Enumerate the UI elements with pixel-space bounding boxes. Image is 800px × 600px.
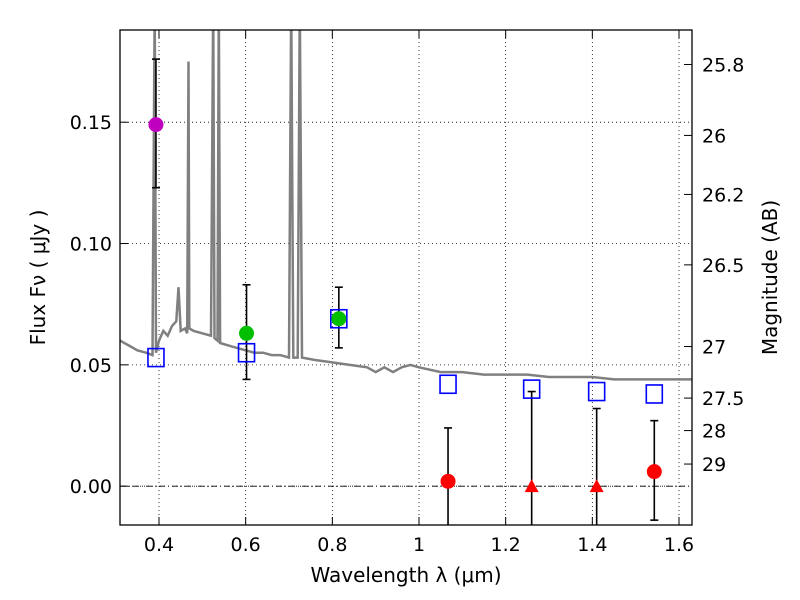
model-point-square: [147, 347, 165, 368]
y-tick-label: 0.00: [70, 476, 112, 498]
mag-tick-label: 27: [702, 337, 726, 359]
x-tick-label: 1.6: [664, 534, 694, 556]
y-axis-label-right: Magnitude (AB): [758, 200, 782, 355]
detection-point: [239, 325, 255, 341]
model-point-square: [587, 381, 606, 402]
model-point-square: [645, 384, 664, 404]
y-tick-label: 0.15: [70, 112, 112, 134]
x-tick-label: 1: [413, 534, 425, 556]
model-point-square: [439, 374, 457, 395]
mag-tick-label: 26.2: [702, 184, 744, 206]
x-axis-label: Wavelength λ (μm): [310, 563, 501, 587]
mag-tick-label: 27.5: [702, 388, 744, 410]
spectrum-line: [120, 30, 692, 381]
detection-point: [331, 311, 347, 327]
data-markers: [147, 58, 664, 525]
model-point-square: [330, 308, 348, 329]
mag-tick-label: 26: [702, 125, 726, 147]
upper-limit-triangle: [589, 479, 604, 493]
x-tick-label: 0.4: [144, 534, 174, 556]
x-tick-label: 1.4: [577, 534, 607, 556]
detection-point: [440, 473, 456, 489]
plot-frame: [119, 29, 693, 526]
x-tick-label: 1.2: [491, 534, 521, 556]
model-point-square: [237, 342, 256, 363]
detection-point: [646, 464, 662, 480]
grid: [120, 30, 692, 525]
axis-ticks: 0.4 0.6 0.8 1 1.2 1.4 1.6 0.00 0.05 0.10 0.15 25.8 2…: [70, 30, 744, 556]
y-axis-label: Flux Fν ( μJy ): [26, 210, 50, 346]
mag-tick-label: 26.5: [702, 255, 744, 277]
mag-tick-label: 25.8: [702, 54, 744, 76]
model-point-square: [522, 379, 541, 399]
detection-point: [148, 117, 164, 133]
x-tick-label: 0.8: [317, 534, 347, 556]
model-spectrum: [120, 30, 692, 381]
y-tick-label: 0.05: [70, 355, 112, 377]
y-tick-label: 0.10: [70, 234, 112, 256]
mag-tick-label: 28: [702, 421, 726, 443]
x-tick-label: 0.6: [231, 534, 261, 556]
mag-tick-label: 29: [702, 454, 726, 476]
upper-limit-triangle: [524, 479, 539, 493]
